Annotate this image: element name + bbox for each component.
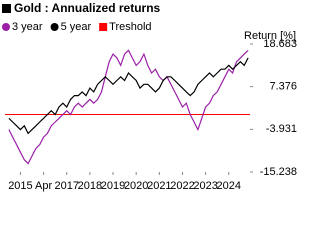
series-line	[8, 49, 249, 165]
legend-marker	[2, 23, 10, 31]
y-tick-label: 7.376	[269, 81, 297, 93]
y-tick-label: 18.683	[263, 38, 297, 50]
series-line	[8, 57, 249, 135]
x-tick-label: 2021	[147, 180, 171, 192]
x-tick-label: 2015	[8, 180, 32, 192]
x-tick-label: 2023	[193, 180, 217, 192]
y-axis-label: Return [%]	[244, 30, 296, 42]
x-tick-label: 2020	[124, 180, 148, 192]
x-tick-label: 2018	[78, 180, 102, 192]
title-marker	[2, 4, 11, 13]
legend-label: 5 year	[61, 21, 92, 33]
legend-label: 3 year	[12, 21, 43, 33]
legend-label: Treshold	[109, 21, 151, 33]
x-tick-label: 2017	[54, 180, 78, 192]
x-tick-label: Apr	[35, 180, 52, 192]
x-tick-label: 2024	[217, 180, 241, 192]
y-tick-label: -3.931	[266, 123, 297, 135]
x-tick-label: 2019	[101, 180, 125, 192]
chart: Gold : Annualized returns Return [%] 3 y…	[2, 1, 297, 192]
y-tick-label: -15.238	[260, 166, 297, 178]
x-tick-label: 2022	[170, 180, 194, 192]
legend-marker	[50, 23, 59, 31]
legend-marker	[99, 23, 108, 31]
chart-title: Gold : Annualized returns	[14, 1, 161, 15]
